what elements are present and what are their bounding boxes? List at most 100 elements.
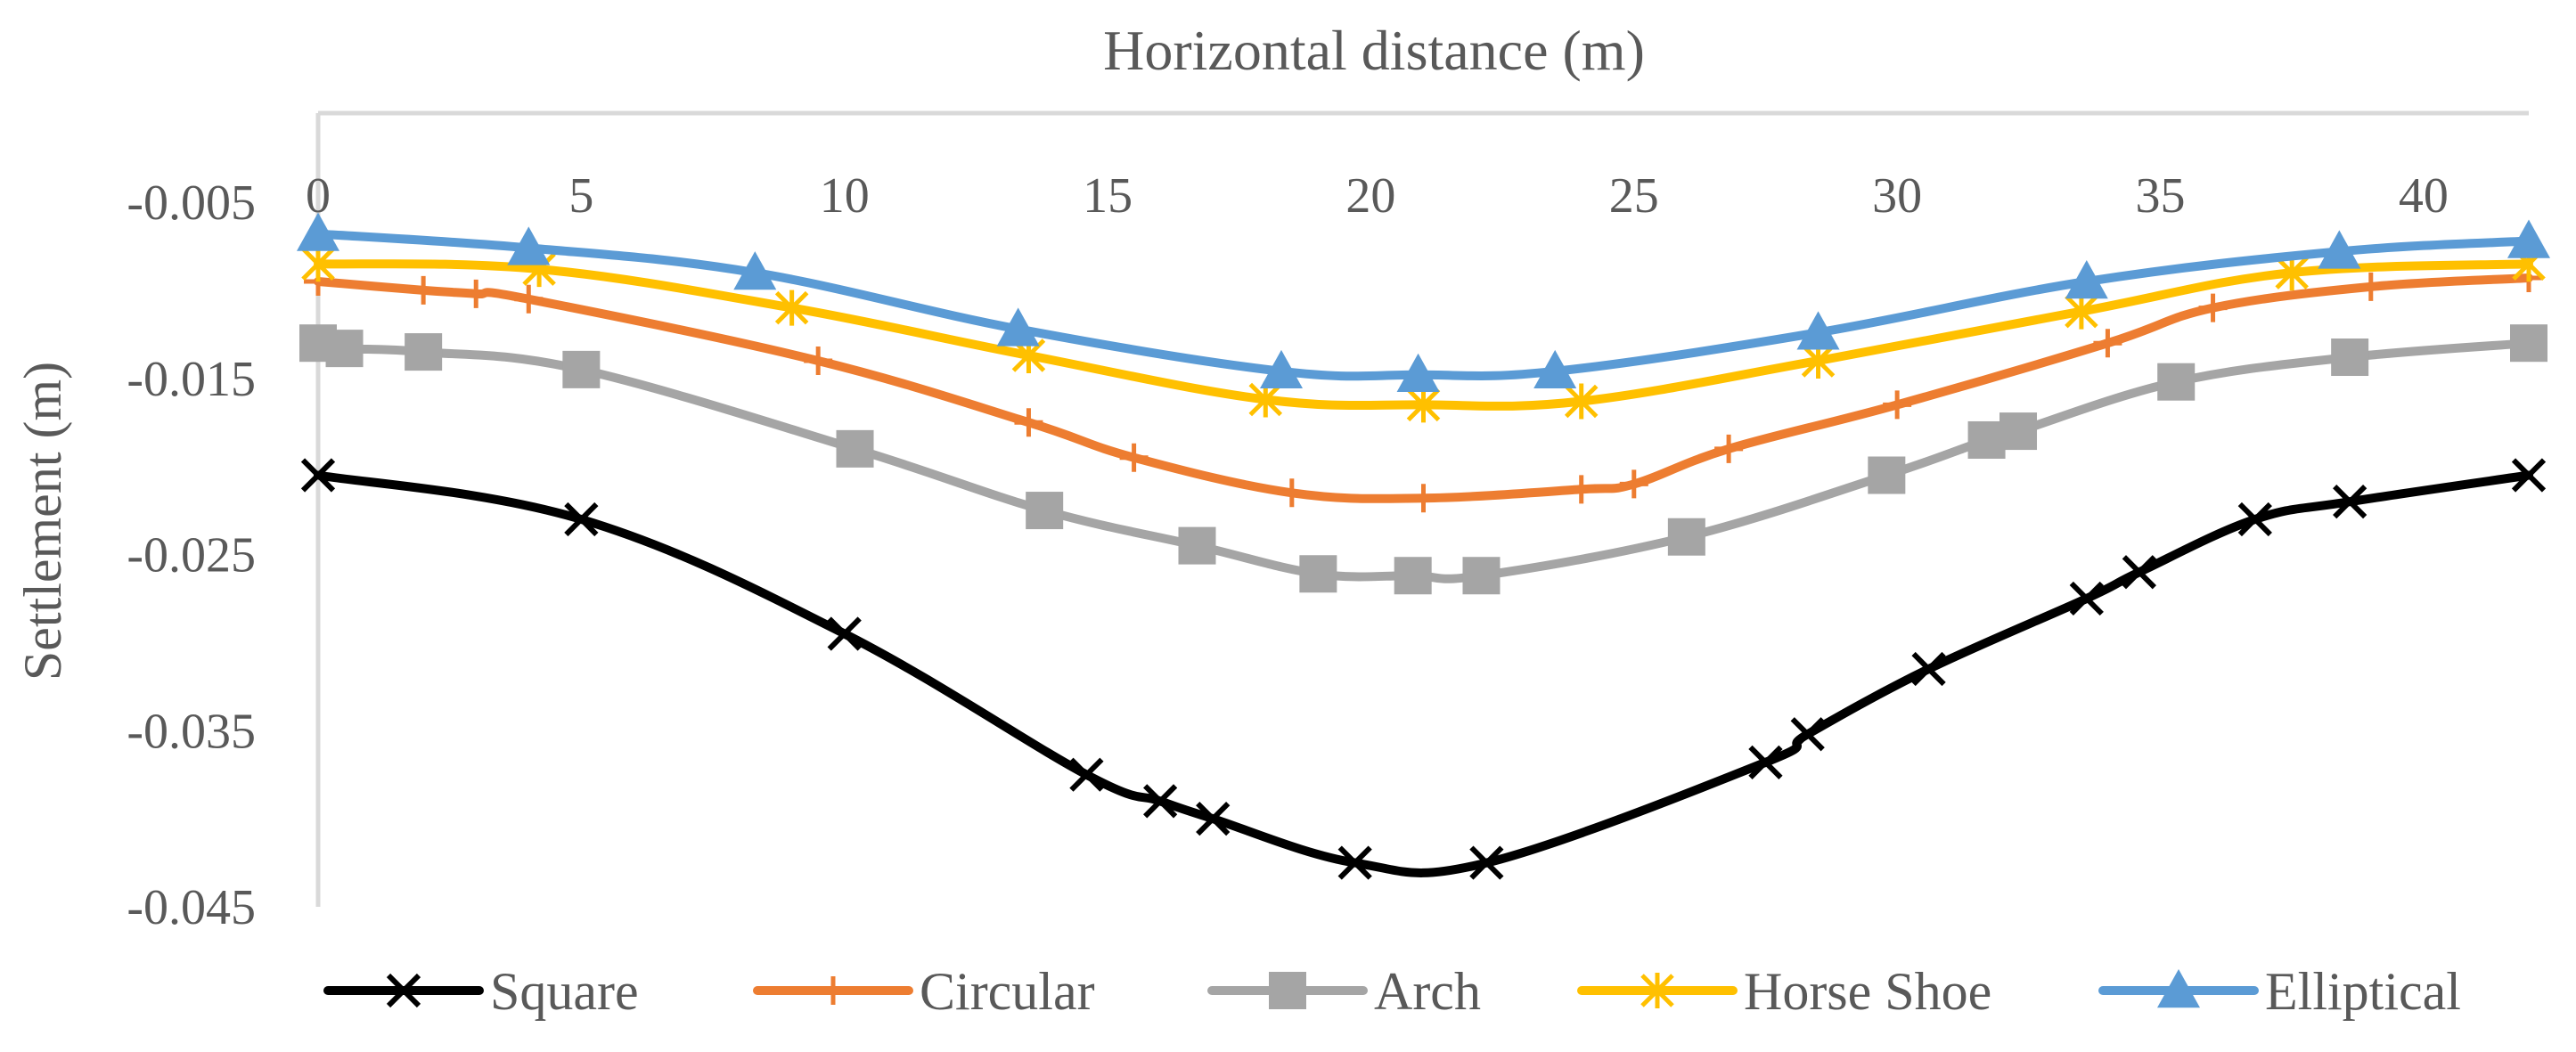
data-point-square (1911, 651, 1946, 687)
data-point-arch (1999, 412, 2038, 451)
data-point-circular (2093, 329, 2122, 358)
y-tick-label: -0.005 (127, 175, 256, 231)
data-point-circular (409, 275, 438, 305)
legend-marker-arch (1269, 972, 1306, 1009)
legend-item-horse-shoe: Horse Shoe (1577, 962, 1991, 1021)
data-point-circular (1566, 475, 1596, 504)
x-axis-title: Horizontal distance (m) (1103, 19, 1645, 82)
x-tick-label: 10 (820, 168, 870, 224)
series-line-elliptical (314, 229, 2533, 381)
data-point-circular (2198, 293, 2228, 322)
legend-label-horse-shoe: Horse Shoe (1744, 962, 1991, 1021)
y-axis-title: Settlement (m) (13, 362, 72, 681)
data-point-square (1196, 802, 1231, 836)
data-point-arch (325, 330, 364, 368)
data-point-arch (836, 429, 874, 468)
data-point-arch (1667, 518, 1705, 556)
x-tick-label: 20 (1345, 168, 1395, 224)
data-point-square (1143, 784, 1178, 819)
data-point-horse-shoe (2275, 255, 2309, 291)
data-point-elliptical (2318, 230, 2361, 269)
data-point-square (2511, 458, 2547, 493)
data-point-arch (2331, 338, 2369, 377)
data-point-square (1790, 717, 1825, 752)
data-point-square (1069, 757, 1104, 792)
data-point-square (1748, 745, 1783, 779)
data-point-arch (1462, 557, 1501, 595)
data-point-arch (1967, 420, 2006, 459)
data-point-circular (1014, 408, 1043, 437)
data-point-horse-shoe (2065, 293, 2098, 330)
data-point-circular (1883, 390, 1912, 420)
data-point-square (564, 502, 599, 537)
data-point-arch (1178, 526, 1216, 565)
legend-item-square: Square (323, 962, 639, 1021)
series-line-square (314, 470, 2533, 877)
data-point-circular (1619, 469, 1648, 499)
legend-marker-square (386, 973, 421, 1008)
x-tick-labels: 0 5 10 15 20 25 30 35 40 (306, 168, 2449, 224)
x-tick-label: 35 (2136, 168, 2186, 224)
data-point-square (827, 616, 862, 651)
data-point-circular (1714, 434, 1744, 463)
data-point-square (1469, 845, 1504, 880)
legend-label-square: Square (490, 962, 639, 1021)
data-point-arch (405, 333, 443, 371)
data-point-elliptical (2065, 259, 2108, 299)
legend-item-circular: Circular (753, 962, 1095, 1021)
data-point-square (2069, 581, 2104, 616)
series-elliptical (297, 212, 2550, 392)
data-point-square (2237, 502, 2272, 537)
data-point-circular (1119, 443, 1149, 472)
series-circular (304, 264, 2543, 513)
x-tick-label: 30 (1872, 168, 1922, 224)
data-point-horse-shoe (1406, 387, 1441, 423)
data-point-arch (562, 350, 601, 388)
data-point-circular (514, 284, 544, 314)
data-point-square (2333, 485, 2367, 519)
series-arch (299, 324, 2547, 595)
y-tick-label: -0.015 (127, 352, 256, 407)
legend-item-arch: Arch (1207, 962, 1481, 1021)
data-point-circular (2356, 272, 2385, 301)
data-point-arch (2510, 324, 2547, 363)
y-tick-label: -0.045 (127, 880, 256, 935)
data-point-elliptical (507, 226, 551, 265)
data-point-circular (804, 346, 833, 375)
data-point-elliptical (1396, 353, 1440, 392)
data-point-circular (462, 279, 491, 308)
data-point-circular (1409, 484, 1438, 513)
legend-marker-circular (819, 976, 847, 1005)
legend-item-elliptical: Elliptical (2098, 962, 2461, 1021)
legend: Square Circular Arch Horse Shoe Elliptical (323, 962, 2461, 1021)
data-point-elliptical (733, 251, 777, 290)
data-point-arch (1026, 492, 1064, 530)
data-point-arch (1299, 555, 1337, 593)
data-point-square (2122, 555, 2156, 590)
series-layer (297, 212, 2550, 880)
legend-label-arch: Arch (1374, 962, 1481, 1021)
data-point-square (300, 458, 336, 493)
data-point-horse-shoe (1564, 383, 1599, 420)
x-tick-label: 25 (1609, 168, 1659, 224)
data-point-elliptical (2507, 219, 2550, 258)
data-point-elliptical (1260, 349, 1304, 389)
y-tick-label: -0.025 (127, 528, 256, 583)
data-point-elliptical (1796, 311, 1840, 350)
data-point-elliptical (1533, 349, 1577, 389)
series-horse-shoe (301, 246, 2546, 423)
legend-label-circular: Circular (920, 962, 1095, 1021)
data-point-elliptical (297, 212, 339, 251)
data-point-circular (1277, 478, 1306, 508)
data-point-arch (1394, 557, 1432, 595)
data-point-horse-shoe (774, 290, 809, 326)
legend-marker-elliptical (2157, 969, 2200, 1008)
x-tick-label: 5 (568, 168, 593, 224)
x-tick-label: 40 (2399, 168, 2449, 224)
legend-label-elliptical: Elliptical (2265, 962, 2461, 1021)
data-point-elliptical (996, 307, 1040, 347)
data-point-arch (1868, 456, 1906, 494)
data-point-arch (2157, 363, 2196, 401)
data-point-horse-shoe (301, 246, 335, 282)
